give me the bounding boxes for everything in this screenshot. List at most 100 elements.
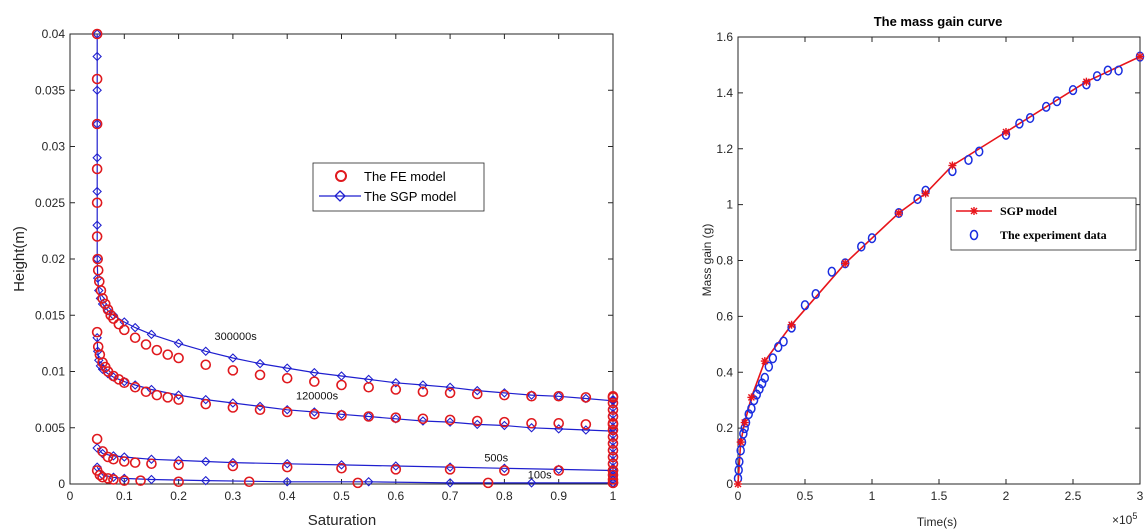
y-tick-label: 0 <box>58 477 65 491</box>
fe-model-point <box>607 474 619 485</box>
legend: SGP model The experiment data <box>950 197 1137 251</box>
y-tick-label: 1.4 <box>716 86 733 100</box>
y-axis-label: Height(m) <box>11 226 28 292</box>
fe-model-point <box>113 374 125 385</box>
fe-model-point <box>102 451 114 463</box>
y-tick-label: 0.035 <box>35 83 65 97</box>
experiment-data-point <box>857 241 866 252</box>
fe-model-point <box>162 349 174 360</box>
fe-model-point <box>200 359 212 371</box>
sgp-model-point <box>92 152 102 163</box>
fe-model-point <box>173 459 184 471</box>
sgp-model-point <box>760 357 769 366</box>
fe-model-point <box>553 465 565 476</box>
fe-model-point <box>336 410 347 421</box>
fe-model-point <box>140 386 152 398</box>
fe-model-point <box>95 285 107 296</box>
fe-model-point <box>92 253 103 265</box>
x-tick-label: 0 <box>735 489 742 503</box>
fe-model-point <box>363 411 374 422</box>
sgp-model-point <box>200 346 211 357</box>
fe-model-point <box>227 402 239 413</box>
fe-model-point <box>444 414 456 426</box>
fe-model-point <box>92 341 104 353</box>
legend-marker-sgp <box>970 207 978 215</box>
sgp-model-point <box>173 338 184 349</box>
fe-model-point <box>243 476 255 488</box>
sgp-model-line <box>96 34 614 402</box>
legend-box <box>950 197 1137 251</box>
y-tick-label: 0.6 <box>716 309 733 323</box>
sgp-model-point <box>146 329 157 340</box>
curve-annotation: 500s <box>484 453 508 465</box>
experiment-data-point <box>1068 85 1078 96</box>
y-axis-label: Mass gain (g) <box>700 224 714 297</box>
x-tick-label: 2 <box>1003 489 1010 503</box>
sgp-model-point <box>146 454 157 465</box>
x-tick-label: 0.8 <box>496 489 513 503</box>
y-tick-label: 1.2 <box>716 142 733 156</box>
sgp-model-point <box>282 458 292 469</box>
experiment-data-point <box>1092 71 1102 82</box>
fe-model-point <box>91 231 103 242</box>
y-tick-label: 0.04 <box>42 27 66 41</box>
fe-model-point <box>108 313 119 324</box>
experiment-data-point <box>811 288 820 300</box>
experiment-data-point <box>800 300 810 311</box>
fe-model-point <box>309 376 320 387</box>
sgp-model-point <box>1082 77 1091 86</box>
y-tick-label: 0.02 <box>42 252 66 266</box>
fe-model-point <box>352 477 364 489</box>
fe-model-point <box>281 406 293 418</box>
fe-model-point <box>227 460 239 472</box>
annotations: 300000s 120000s 500s 100s <box>215 331 553 481</box>
x-tick-label: 0.5 <box>333 489 350 503</box>
fe-model-point <box>471 388 483 400</box>
x-tick-label: 0.7 <box>442 489 459 503</box>
sgp-model-point <box>391 461 401 471</box>
experiment-data-point <box>768 353 778 364</box>
fe-model-point <box>91 163 103 175</box>
x-axis-label: Saturation <box>308 512 376 529</box>
sgp-model-point <box>526 478 537 488</box>
y-tick-label: 0.025 <box>35 196 65 210</box>
fe-model-point <box>526 417 537 429</box>
sgp-model-point <box>200 456 211 467</box>
mass-gain-chart: The mass gain curve 0 0.5 1 1.5 2 2.5 3 0 0.2 0.4… <box>700 14 1145 529</box>
curve-annotation: 120000s <box>296 391 339 403</box>
fe-model-point <box>129 457 141 468</box>
experiment-data-point <box>773 342 783 353</box>
fe-model-point <box>499 416 510 428</box>
fe-model-point <box>607 451 619 463</box>
fe-model-point <box>607 469 619 481</box>
fe-model-point <box>607 397 619 409</box>
sgp-model-point <box>526 390 537 400</box>
fe-model-point <box>444 387 456 399</box>
sgp-model-point <box>200 475 211 486</box>
sgp-model-point <box>736 438 745 447</box>
fe-model-point <box>200 398 212 410</box>
fe-model-point <box>91 118 103 130</box>
experiment-data-point <box>739 428 748 439</box>
sgp-model-point <box>200 394 211 405</box>
fe-model-point <box>151 344 163 356</box>
sgp-model-point <box>445 478 455 488</box>
sgp-model-point <box>747 393 756 402</box>
x-tick-label: 1 <box>610 489 617 503</box>
sgp-model-point <box>499 420 510 431</box>
chart-title: The mass gain curve <box>874 14 1003 29</box>
x-axis-multiplier: ×105 <box>1112 511 1137 527</box>
fe-model-point <box>417 413 429 425</box>
fe-model-point <box>553 417 565 429</box>
sgp-model-point <box>445 382 455 393</box>
plot-area-frame <box>69 33 614 485</box>
fe-model-point <box>91 28 103 40</box>
fe-model-point <box>151 389 163 401</box>
sgp-model-point <box>228 353 238 363</box>
fe-model-point <box>113 318 125 330</box>
fe-model-point <box>102 473 114 484</box>
fe-model-point <box>91 197 103 209</box>
x-tick-label: 0 <box>67 489 74 503</box>
sgp-model-point <box>418 380 428 390</box>
fe-model-point <box>607 404 619 416</box>
